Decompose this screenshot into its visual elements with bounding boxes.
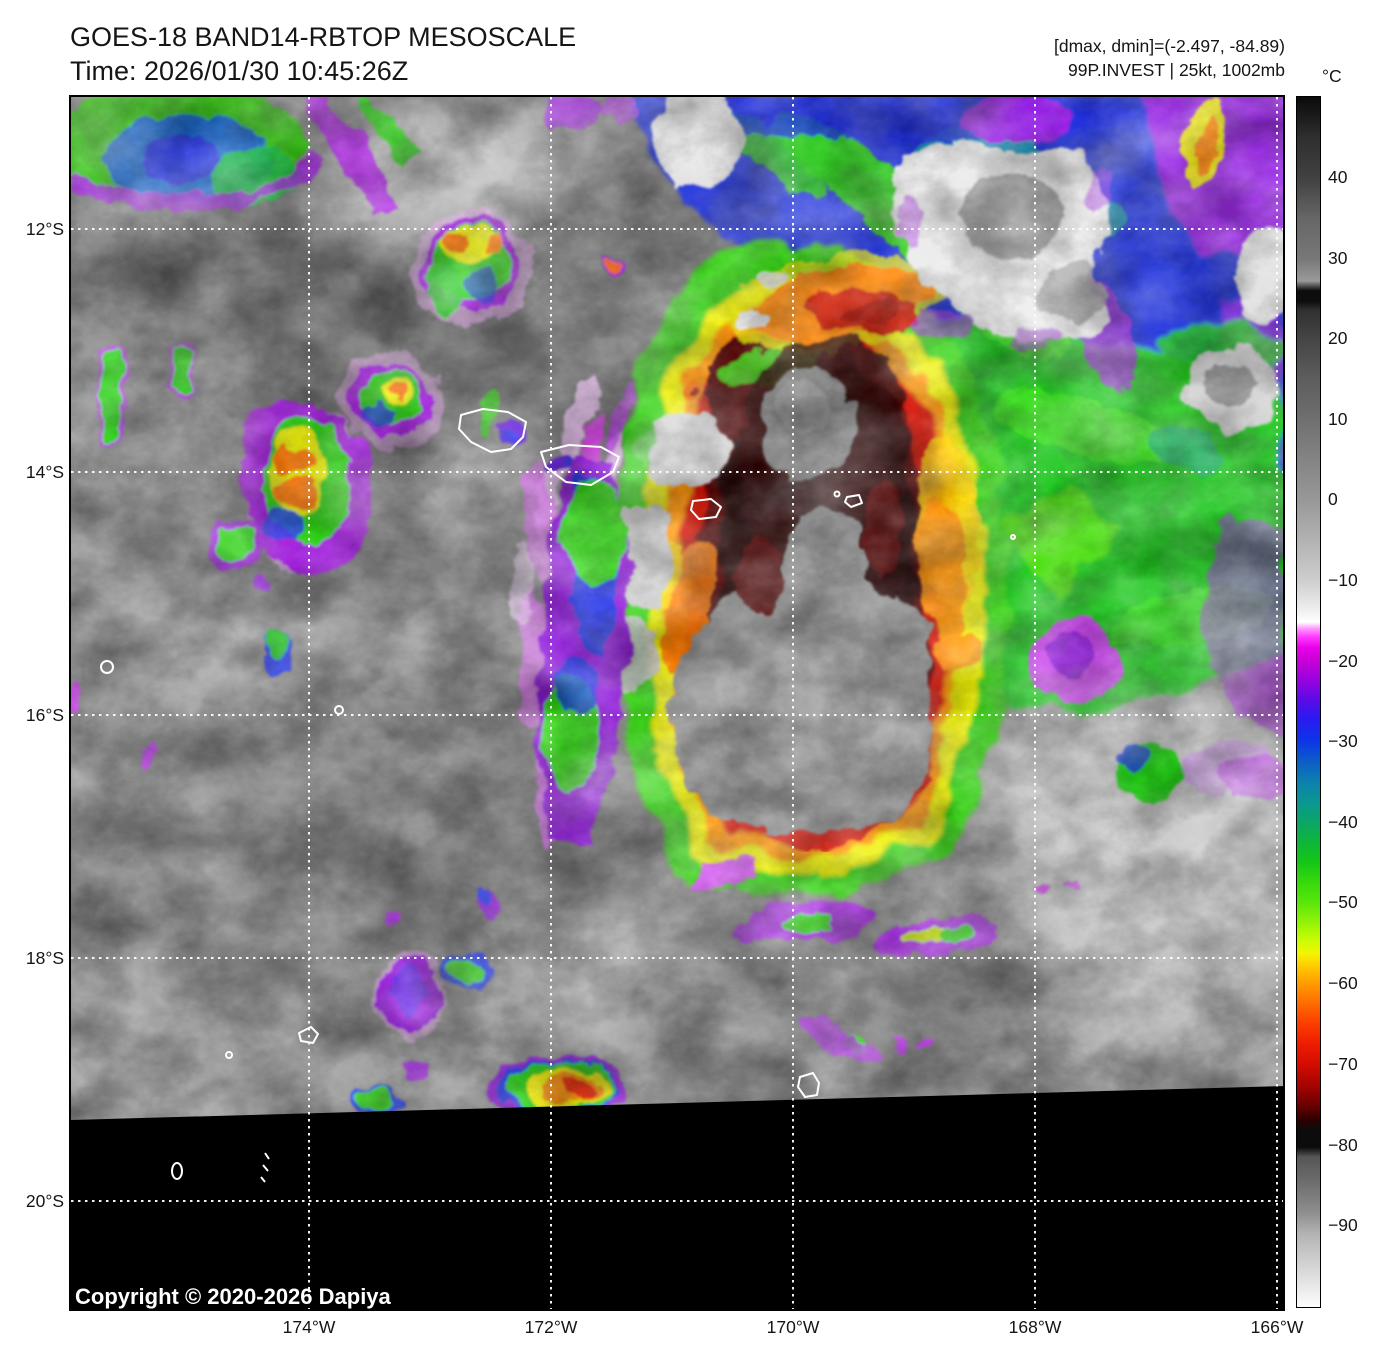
svg-text:Copyright © 2020-2026 Dapiya: Copyright © 2020-2026 Dapiya — [75, 1284, 392, 1309]
